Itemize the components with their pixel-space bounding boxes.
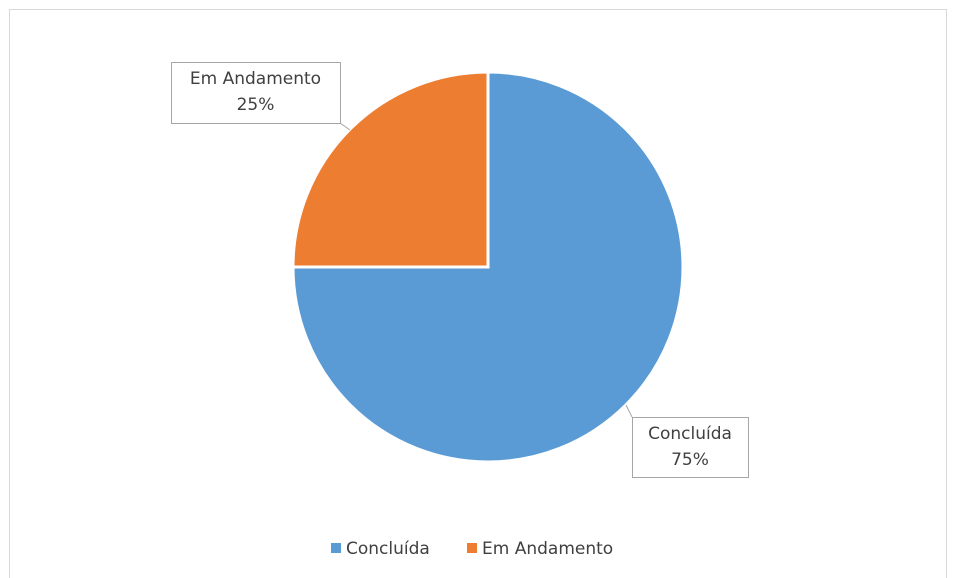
legend-label: Concluída (346, 539, 430, 559)
legend-swatch (467, 543, 477, 553)
pie-slice (291, 70, 490, 269)
legend-swatch (331, 543, 341, 553)
pie-slice (291, 70, 685, 464)
callout-box (632, 417, 749, 478)
data-label-category: Concluída (648, 424, 732, 444)
legend-label: Em Andamento (482, 539, 613, 559)
leader-line (625, 404, 633, 418)
leader-line (339, 122, 351, 131)
data-label-value: 25% (237, 95, 275, 115)
callout-box (171, 62, 341, 124)
data-label-value: 75% (671, 450, 709, 470)
data-label-category: Em Andamento (190, 69, 321, 89)
